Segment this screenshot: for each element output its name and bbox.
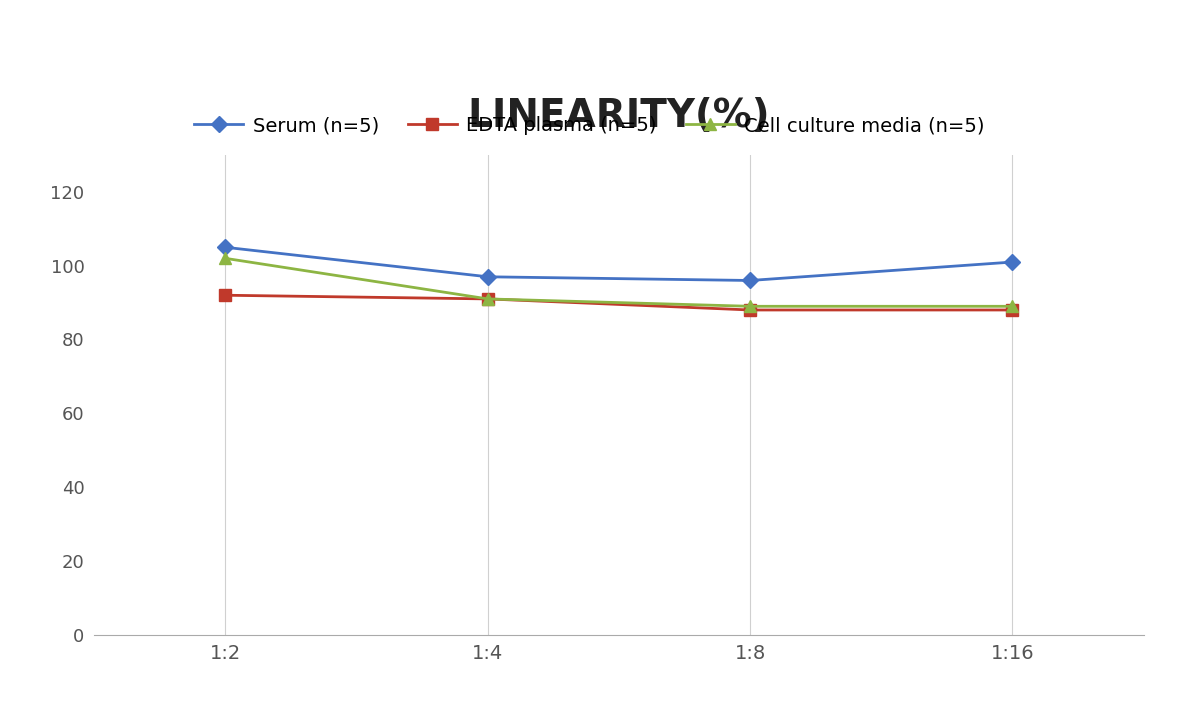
Serum (n=5) (481, 273, 495, 281)
Cell culture media (n=5) (743, 302, 757, 310)
Line: Serum (n=5): Serum (n=5) (220, 242, 1017, 286)
Serum (n=5) (743, 276, 757, 285)
EDTA plasma (n=5) (1006, 306, 1020, 314)
Serum (n=5) (218, 243, 232, 252)
Legend: Serum (n=5), EDTA plasma (n=5), Cell culture media (n=5): Serum (n=5), EDTA plasma (n=5), Cell cul… (186, 109, 993, 143)
Line: Cell culture media (n=5): Cell culture media (n=5) (220, 253, 1017, 312)
EDTA plasma (n=5) (481, 295, 495, 303)
EDTA plasma (n=5) (218, 291, 232, 300)
Serum (n=5) (1006, 258, 1020, 266)
Line: EDTA plasma (n=5): EDTA plasma (n=5) (220, 290, 1017, 316)
Title: LINEARITY(%): LINEARITY(%) (468, 97, 770, 135)
EDTA plasma (n=5) (743, 306, 757, 314)
Cell culture media (n=5) (1006, 302, 1020, 310)
Cell culture media (n=5) (481, 295, 495, 303)
Cell culture media (n=5) (218, 254, 232, 262)
